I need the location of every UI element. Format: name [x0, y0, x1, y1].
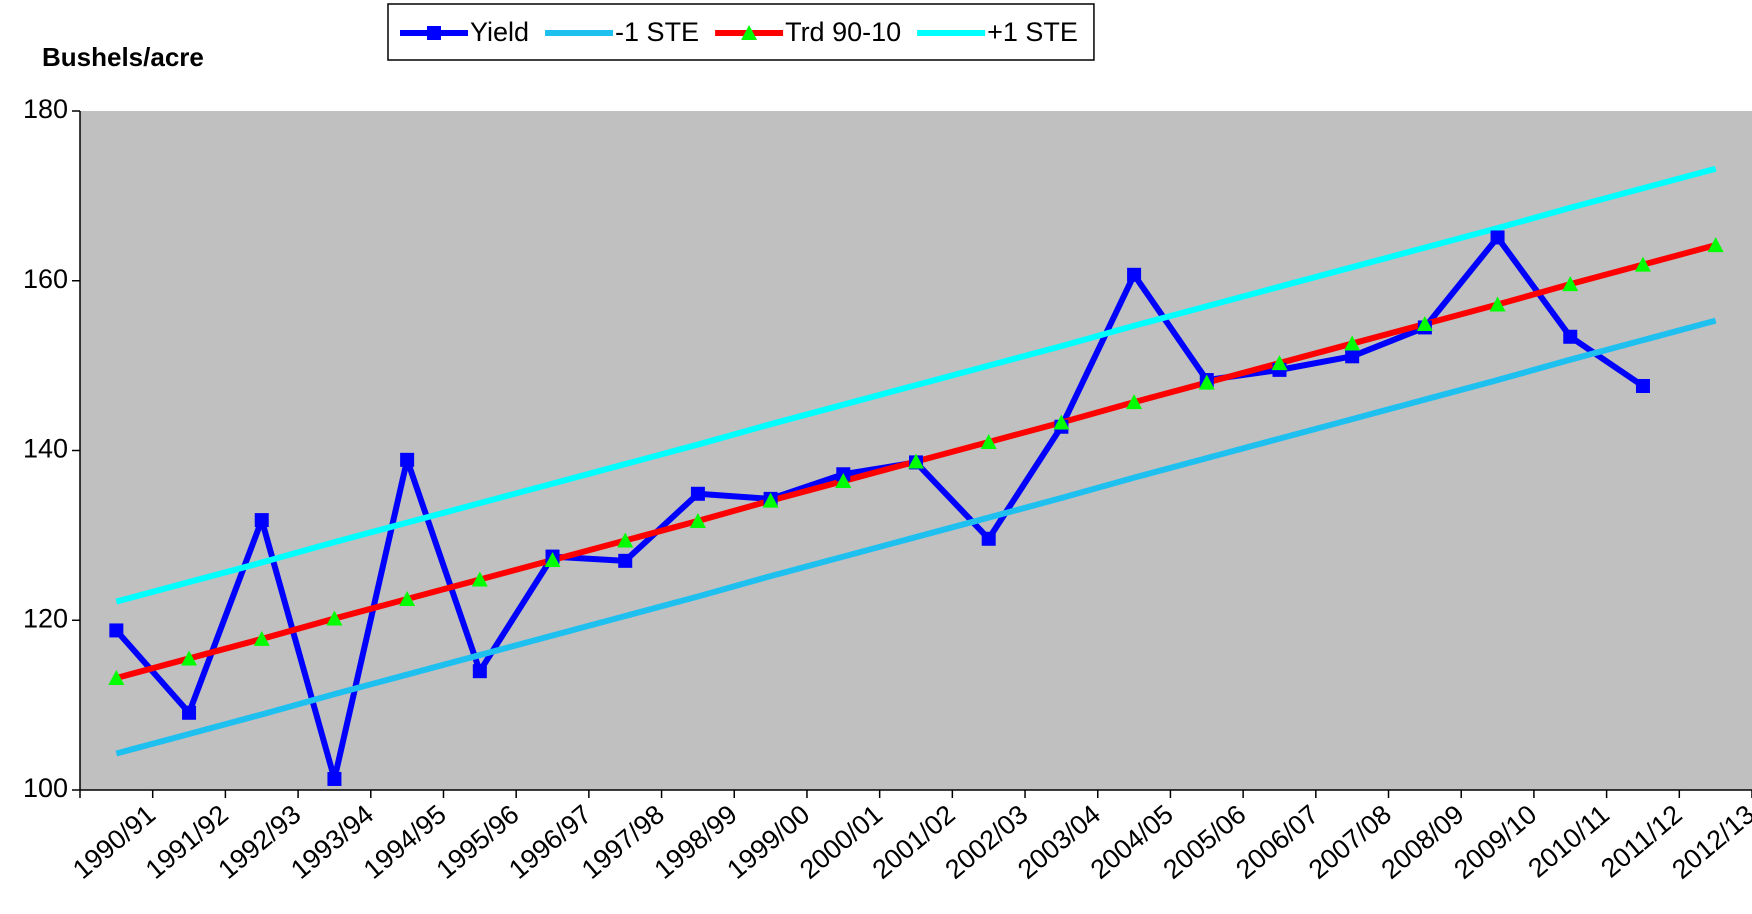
x-tick-label: 2009/10 [1448, 799, 1542, 885]
marker [618, 553, 633, 568]
marker [1271, 355, 1288, 371]
marker [1490, 230, 1505, 245]
marker [253, 630, 270, 646]
legend-label: Yield [470, 17, 529, 47]
marker [1489, 296, 1506, 312]
y-tick-label: 180 [23, 94, 68, 124]
marker [109, 623, 124, 638]
y-tick-label: 100 [23, 773, 68, 803]
marker [1345, 349, 1360, 364]
marker [1126, 394, 1143, 410]
marker [1416, 316, 1433, 332]
legend-item: Trd 90-10 [715, 17, 901, 47]
marker [1707, 237, 1724, 253]
marker [327, 771, 342, 786]
series-line [115, 165, 1717, 605]
marker [1634, 256, 1651, 272]
x-tick-label: 2010/11 [1523, 799, 1616, 883]
marker [835, 473, 852, 489]
marker [617, 532, 634, 548]
series-line [115, 317, 1717, 757]
plot-area [80, 111, 1752, 790]
marker [1344, 335, 1361, 351]
legend-label: +1 STE [987, 17, 1078, 47]
marker [690, 486, 705, 501]
y-tick-label: 140 [23, 434, 68, 464]
marker [400, 452, 415, 467]
y-tick-label: 160 [23, 264, 68, 294]
marker [1198, 374, 1215, 390]
y-axis-label: Bushels/acre [42, 42, 204, 72]
marker [544, 551, 561, 567]
marker [980, 434, 997, 450]
legend: Yield -1 STE Trd 90-10 +1 STE [387, 3, 1095, 61]
marker [254, 513, 269, 528]
marker [182, 705, 197, 720]
marker [1127, 267, 1142, 282]
marker [181, 650, 198, 666]
legend-item: -1 STE [545, 17, 699, 47]
marker [908, 453, 924, 469]
y-tick-label: 120 [23, 603, 68, 633]
marker [981, 531, 996, 546]
marker [762, 492, 779, 508]
legend-item: +1 STE [917, 17, 1078, 47]
marker [399, 591, 416, 607]
marker [1563, 329, 1578, 344]
marker [471, 571, 488, 587]
marker [472, 664, 487, 679]
marker [689, 512, 706, 528]
marker [427, 26, 441, 40]
legend-item: Yield [400, 17, 529, 47]
marker [1635, 378, 1650, 393]
marker [326, 610, 343, 626]
marker [108, 669, 125, 685]
marker [1562, 276, 1579, 292]
marker [1053, 414, 1070, 430]
marker [741, 25, 758, 40]
legend-label: Trd 90-10 [785, 17, 901, 47]
legend-label: -1 STE [615, 17, 699, 47]
